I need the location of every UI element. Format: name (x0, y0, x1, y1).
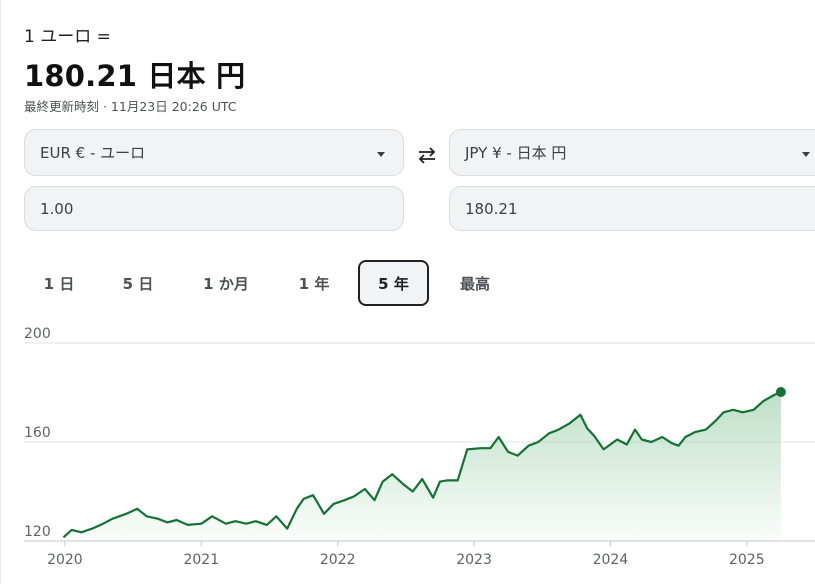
x-tick-label: 2024 (593, 552, 629, 568)
tab-1-day[interactable]: 1 日 (43, 274, 75, 293)
tab-max[interactable]: 最高 (459, 274, 490, 293)
x-tick-label: 2025 (729, 552, 765, 568)
to-amount-value: 180.21 (465, 199, 518, 218)
rate-value: 180.21 日本 円 (24, 59, 246, 93)
last-updated: 最終更新時刻 · 11月23日 20:26 UTC (24, 99, 237, 114)
y-tick-label: 200 (24, 326, 51, 342)
exchange-rate-chart: 120 160 200 2020 2021 2022 2023 2024 2025 (24, 326, 815, 568)
y-tick-label: 120 (24, 524, 51, 540)
from-currency-select[interactable]: EUR € - ユーロ (24, 129, 404, 176)
x-tick-label: 2020 (47, 552, 83, 568)
to-currency-select[interactable]: JPY ¥ - 日本 円 (449, 129, 815, 176)
to-amount-input[interactable]: 180.21 (449, 186, 815, 231)
y-tick-label: 160 (24, 425, 51, 441)
area-fill (63, 392, 781, 541)
chevron-down-icon (802, 152, 810, 157)
series-line (62, 390, 782, 539)
from-amount-value: 1.00 (40, 199, 74, 218)
x-axis-labels: 2020 2021 2022 2023 2024 2025 (47, 541, 765, 568)
tab-5-years[interactable]: 5 年 (358, 260, 429, 306)
x-tick-label: 2023 (456, 552, 492, 568)
tab-5-days[interactable]: 5 日 (122, 274, 154, 293)
rate-label: 1 ユーロ = (24, 27, 111, 47)
footer-text-stub (60, 578, 210, 584)
last-point-marker (775, 386, 786, 397)
from-currency-label: EUR € - ユーロ (40, 144, 146, 162)
tab-1-month[interactable]: 1 か月 (203, 274, 249, 293)
tab-1-year[interactable]: 1 年 (298, 274, 330, 293)
y-axis-labels: 120 160 200 (24, 326, 51, 540)
chevron-down-icon (377, 152, 385, 157)
from-amount-input[interactable]: 1.00 (24, 186, 404, 231)
page-edge-rule (0, 0, 1, 584)
to-currency-label: JPY ¥ - 日本 円 (465, 144, 567, 162)
x-tick-label: 2022 (320, 552, 356, 568)
x-tick-label: 2021 (183, 552, 219, 568)
swap-icon[interactable] (415, 143, 439, 167)
